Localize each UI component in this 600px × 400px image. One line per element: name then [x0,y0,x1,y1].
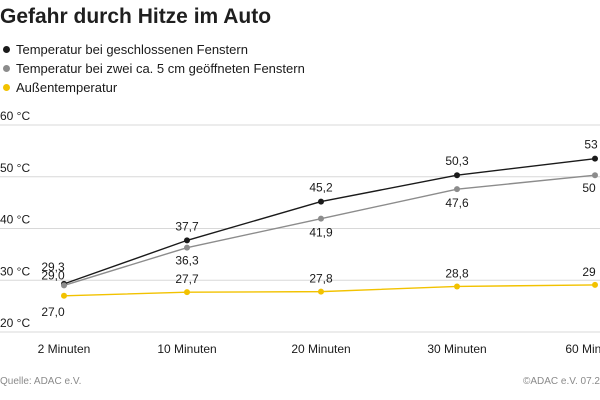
data-label: 28,8 [445,266,469,280]
legend-item-outside: Außentemperatur [3,78,305,97]
data-point [61,292,67,299]
legend-item-closed: Temperatur bei geschlossenen Fenstern [3,40,305,59]
y-tick-label: 30 °C [0,264,30,278]
data-point [184,289,190,296]
series-line [63,284,596,297]
data-label: 27,7 [175,272,199,286]
legend-label-closed: Temperatur bei geschlossenen Fenstern [16,42,248,57]
x-tick-label: 10 Minuten [157,342,216,356]
x-tick-label: 30 Minuten [427,342,486,356]
legend-label-open: Temperatur bei zwei ca. 5 cm geöffneten … [16,61,305,76]
legend-label-outside: Außentemperatur [16,80,118,95]
y-tick-label: 60 °C [0,109,30,123]
data-label: 29 [582,265,596,279]
data-label: 29,3 [41,260,65,274]
x-tick-label: 20 Minuten [291,342,350,356]
legend: Temperatur bei geschlossenen Fenstern Te… [3,40,305,97]
y-tick-label: 20 °C [0,316,30,330]
x-tick-label: 60 Minuten [565,342,600,356]
data-label: 36,3 [175,254,199,268]
data-label: 37,7 [175,219,199,233]
data-point [592,172,598,179]
legend-swatch-open [3,65,10,72]
copyright-note: ©ADAC e.V. 07.2 [522,376,600,387]
data-label: 53 [584,138,598,152]
chart-title: Gefahr durch Hitze im Auto [0,5,272,28]
data-label: 50 [582,181,596,195]
data-point [184,237,190,244]
data-point [592,281,598,288]
data-point [592,155,598,162]
data-point [454,186,460,193]
data-label: 45,2 [309,181,333,195]
source-note: Quelle: ADAC e.V. [0,376,82,387]
data-label: 29,0 [41,268,65,282]
data-label: 50,3 [445,154,469,168]
data-point [318,215,324,222]
data-point [184,244,190,251]
data-point [454,172,460,179]
data-label: 47,6 [445,196,469,210]
legend-swatch-closed [3,46,10,53]
y-tick-label: 50 °C [0,161,30,175]
series-line [63,157,596,285]
data-label: 27,0 [41,305,65,319]
legend-swatch-outside [3,84,10,91]
legend-item-open: Temperatur bei zwei ca. 5 cm geöffneten … [3,59,305,78]
y-tick-label: 40 °C [0,213,30,227]
data-point [454,283,460,290]
data-point [318,288,324,295]
data-label: 27,8 [309,272,333,286]
x-tick-label: 2 Minuten [38,342,91,356]
data-label: 41,9 [309,226,333,240]
data-point [318,198,324,205]
data-point [61,282,67,289]
